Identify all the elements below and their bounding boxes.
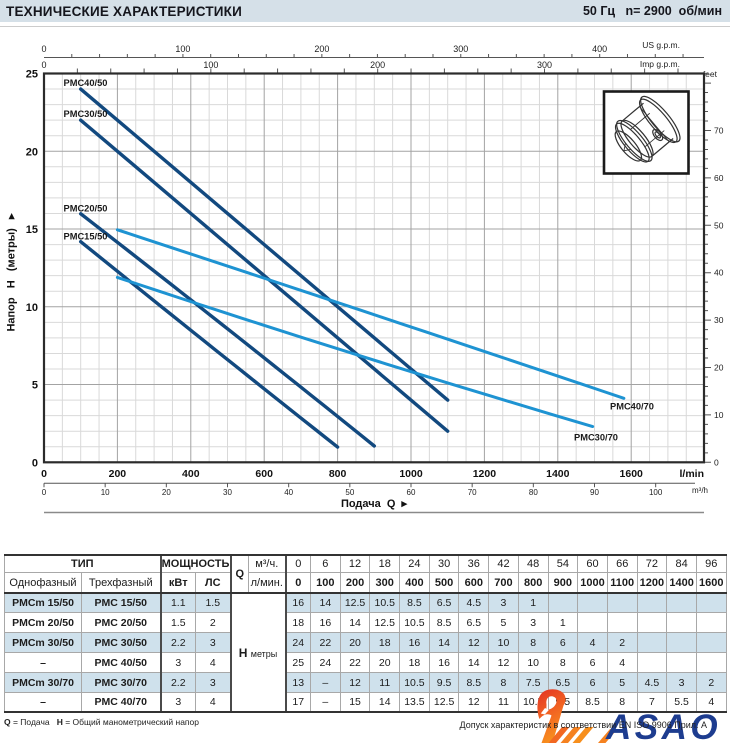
svg-text:PMC40/70: PMC40/70	[610, 402, 654, 412]
svg-text:90: 90	[590, 488, 599, 497]
svg-text:Imp g.p.m.: Imp g.p.m.	[640, 59, 680, 69]
svg-text:100: 100	[203, 60, 218, 70]
svg-text:PMC15/50: PMC15/50	[64, 232, 108, 242]
svg-text:0: 0	[41, 44, 46, 54]
svg-text:0: 0	[32, 457, 38, 469]
svg-text:300: 300	[537, 60, 552, 70]
svg-text:600: 600	[255, 468, 273, 480]
svg-text:m³/h: m³/h	[692, 486, 708, 495]
svg-text:Подача Q ▸: Подача Q ▸	[341, 498, 408, 510]
svg-text:ASAO: ASAO	[605, 708, 721, 743]
svg-text:400: 400	[182, 468, 200, 480]
svg-text:10: 10	[101, 488, 110, 497]
svg-text:10: 10	[26, 302, 38, 314]
svg-text:5: 5	[32, 380, 38, 392]
svg-text:40: 40	[284, 488, 293, 497]
svg-text:70: 70	[468, 488, 477, 497]
svg-text:40: 40	[714, 268, 724, 278]
svg-text:1600: 1600	[620, 468, 644, 480]
svg-text:0: 0	[41, 468, 47, 480]
svg-text:300: 300	[453, 44, 468, 54]
svg-text:20: 20	[162, 488, 171, 497]
svg-text:PMC30/70: PMC30/70	[574, 433, 618, 443]
svg-text:1000: 1000	[399, 468, 423, 480]
svg-text:PMC40/50: PMC40/50	[64, 78, 108, 88]
svg-text:10: 10	[714, 410, 724, 420]
svg-text:60: 60	[714, 173, 724, 183]
svg-text:20: 20	[26, 146, 38, 158]
svg-text:60: 60	[407, 488, 416, 497]
svg-text:70: 70	[714, 126, 724, 136]
svg-text:1400: 1400	[546, 468, 570, 480]
svg-text:1200: 1200	[473, 468, 497, 480]
svg-text:PMC30/50: PMC30/50	[64, 109, 108, 119]
svg-text:20: 20	[714, 363, 724, 373]
svg-text:50: 50	[714, 220, 724, 230]
svg-text:200: 200	[370, 60, 385, 70]
svg-text:100: 100	[649, 488, 663, 497]
svg-text:80: 80	[529, 488, 538, 497]
svg-text:feet: feet	[703, 69, 718, 79]
svg-text:800: 800	[329, 468, 347, 480]
svg-text:50: 50	[345, 488, 354, 497]
svg-text:0: 0	[41, 60, 46, 70]
svg-text:200: 200	[109, 468, 127, 480]
svg-text:100: 100	[175, 44, 190, 54]
svg-text:0: 0	[42, 488, 47, 497]
svg-text:30: 30	[714, 315, 724, 325]
svg-text:l/min: l/min	[679, 468, 704, 480]
svg-text:200: 200	[314, 44, 329, 54]
svg-text:0: 0	[714, 457, 719, 467]
svg-text:25: 25	[26, 69, 38, 81]
svg-text:US g.p.m.: US g.p.m.	[642, 40, 680, 50]
svg-text:400: 400	[592, 44, 607, 54]
svg-text:30: 30	[223, 488, 232, 497]
svg-text:PMC20/50: PMC20/50	[64, 204, 108, 214]
svg-text:15: 15	[26, 224, 38, 236]
